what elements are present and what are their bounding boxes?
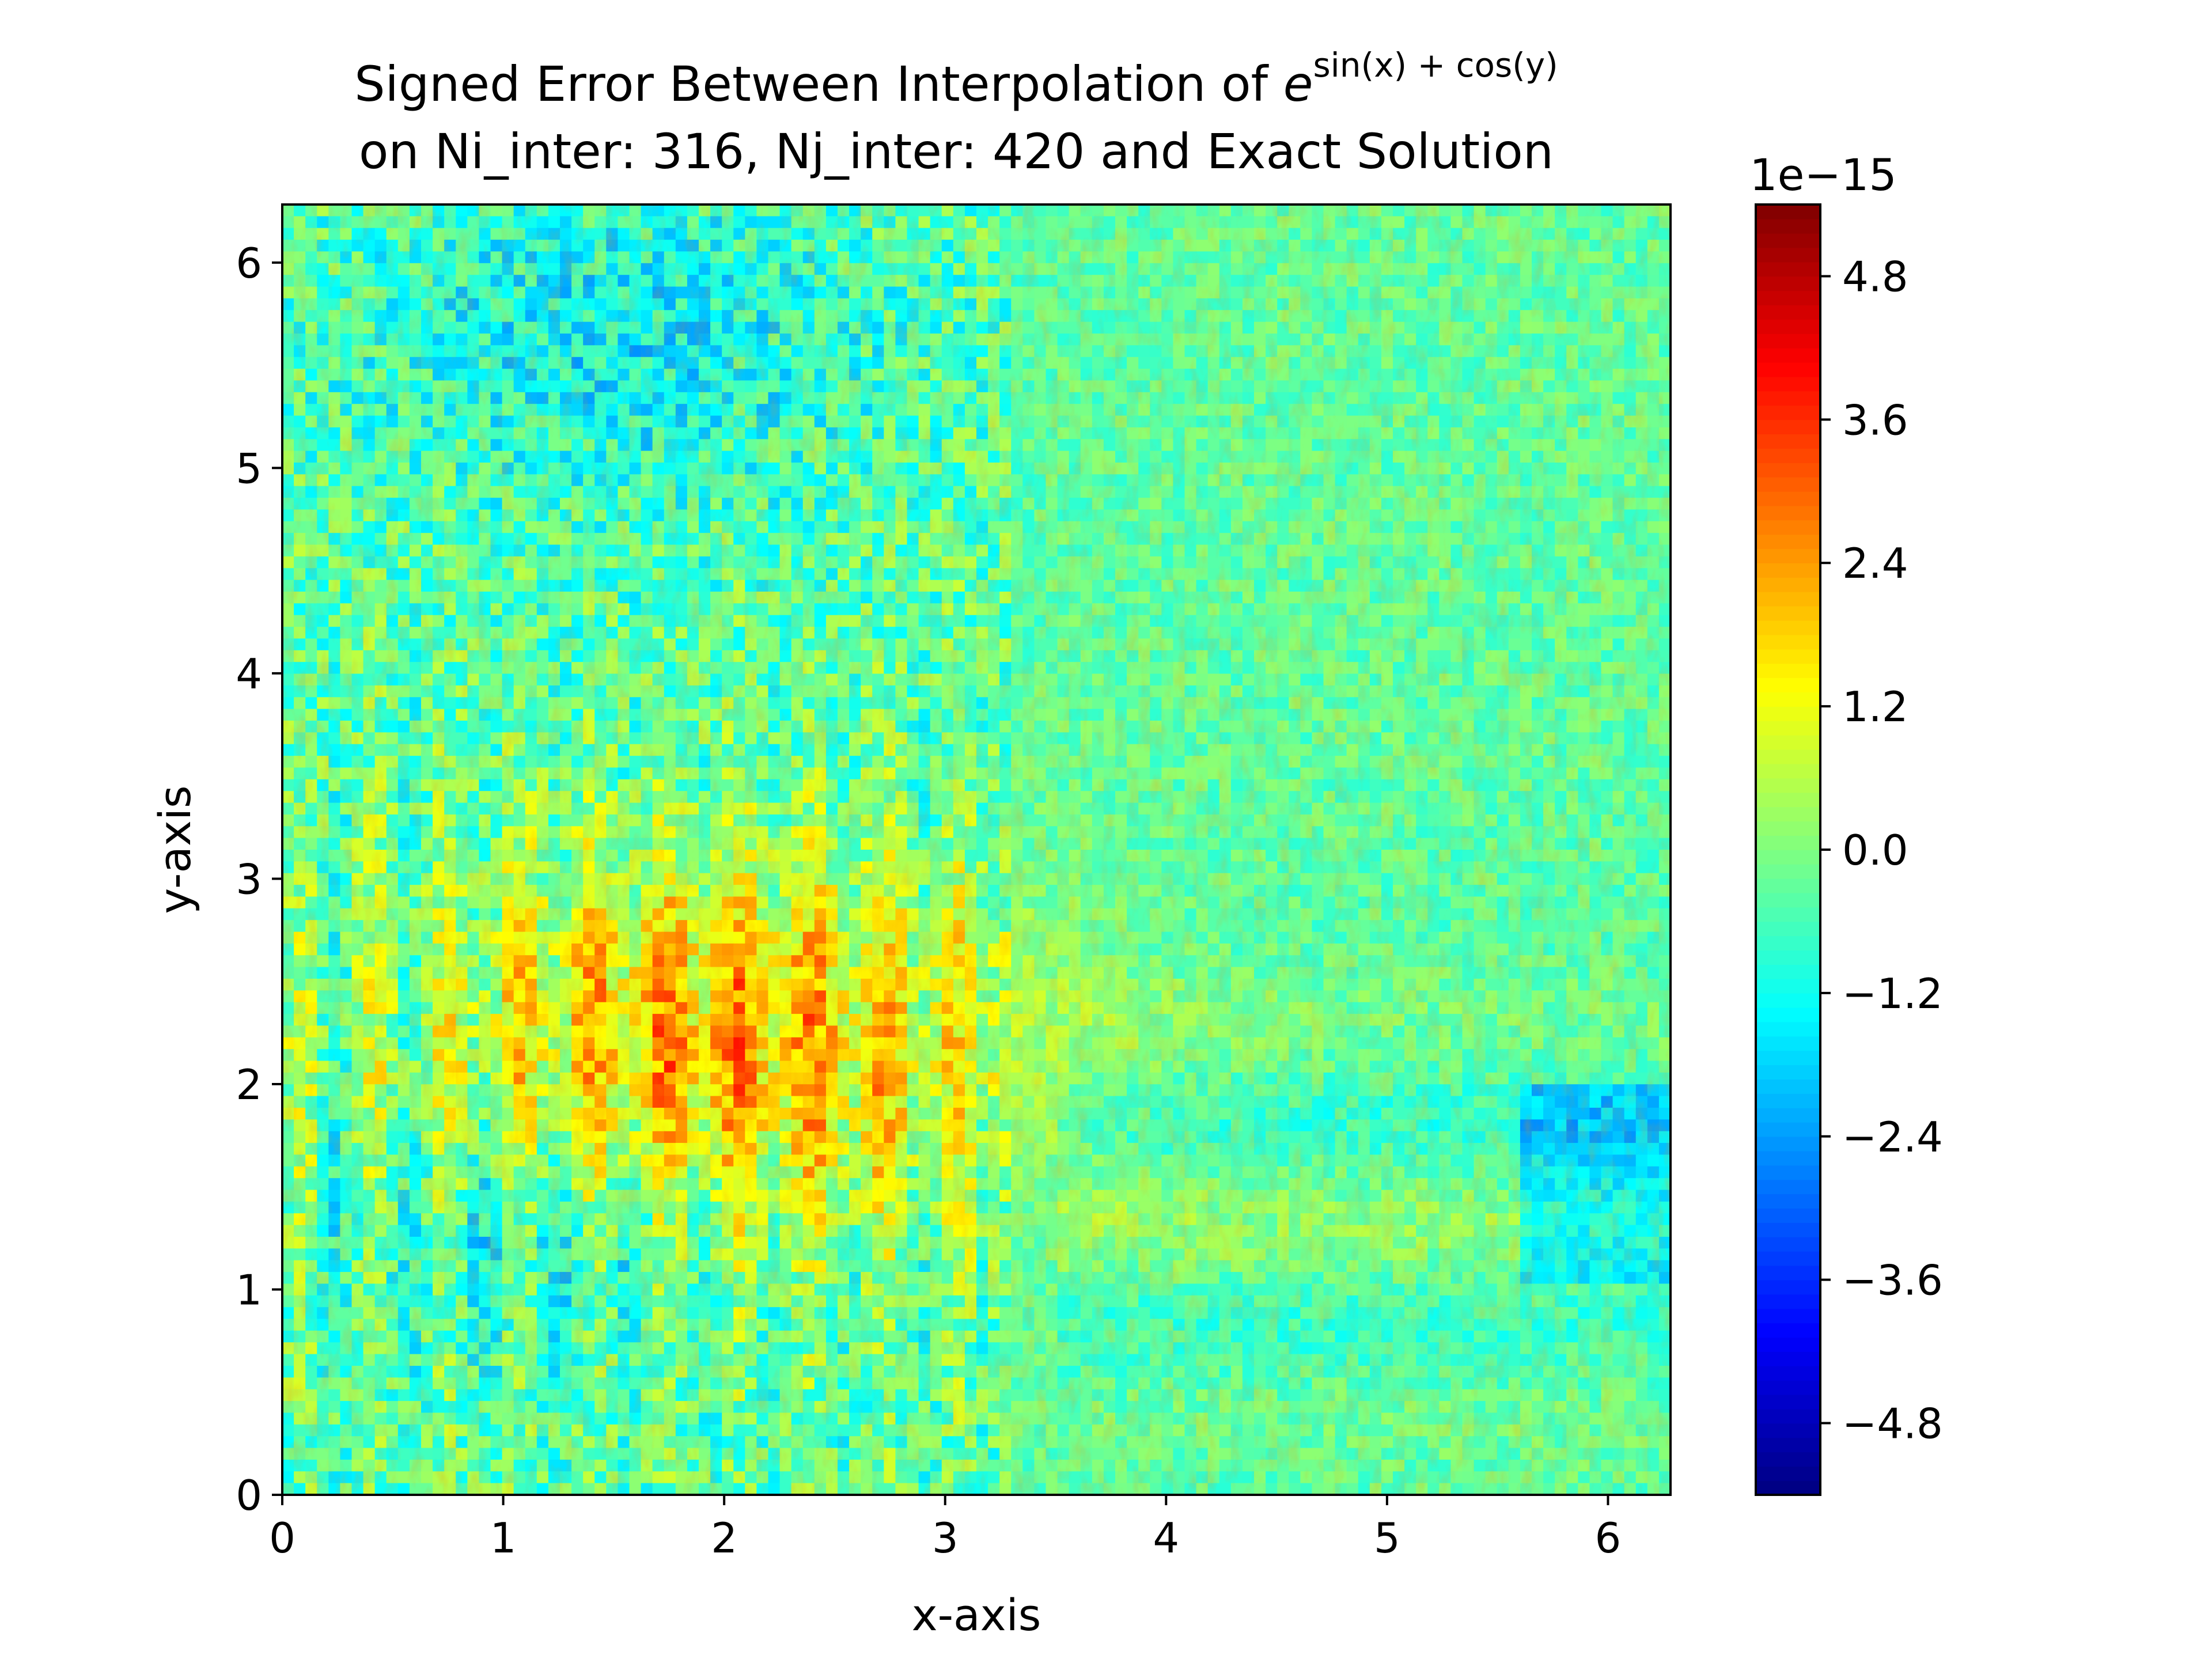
chart-title-line1: Signed Error Between Interpolation of es… [354, 46, 1558, 112]
title-exponent: sin(x) + cos(y) [1313, 46, 1558, 85]
chart-title-line2: on Ni_inter: 316, Nj_inter: 420 and Exac… [359, 123, 1554, 180]
title-prefix: Signed Error Between Interpolation of [354, 56, 1283, 112]
plot-area [281, 203, 1672, 1496]
title-base: e [1283, 56, 1313, 112]
